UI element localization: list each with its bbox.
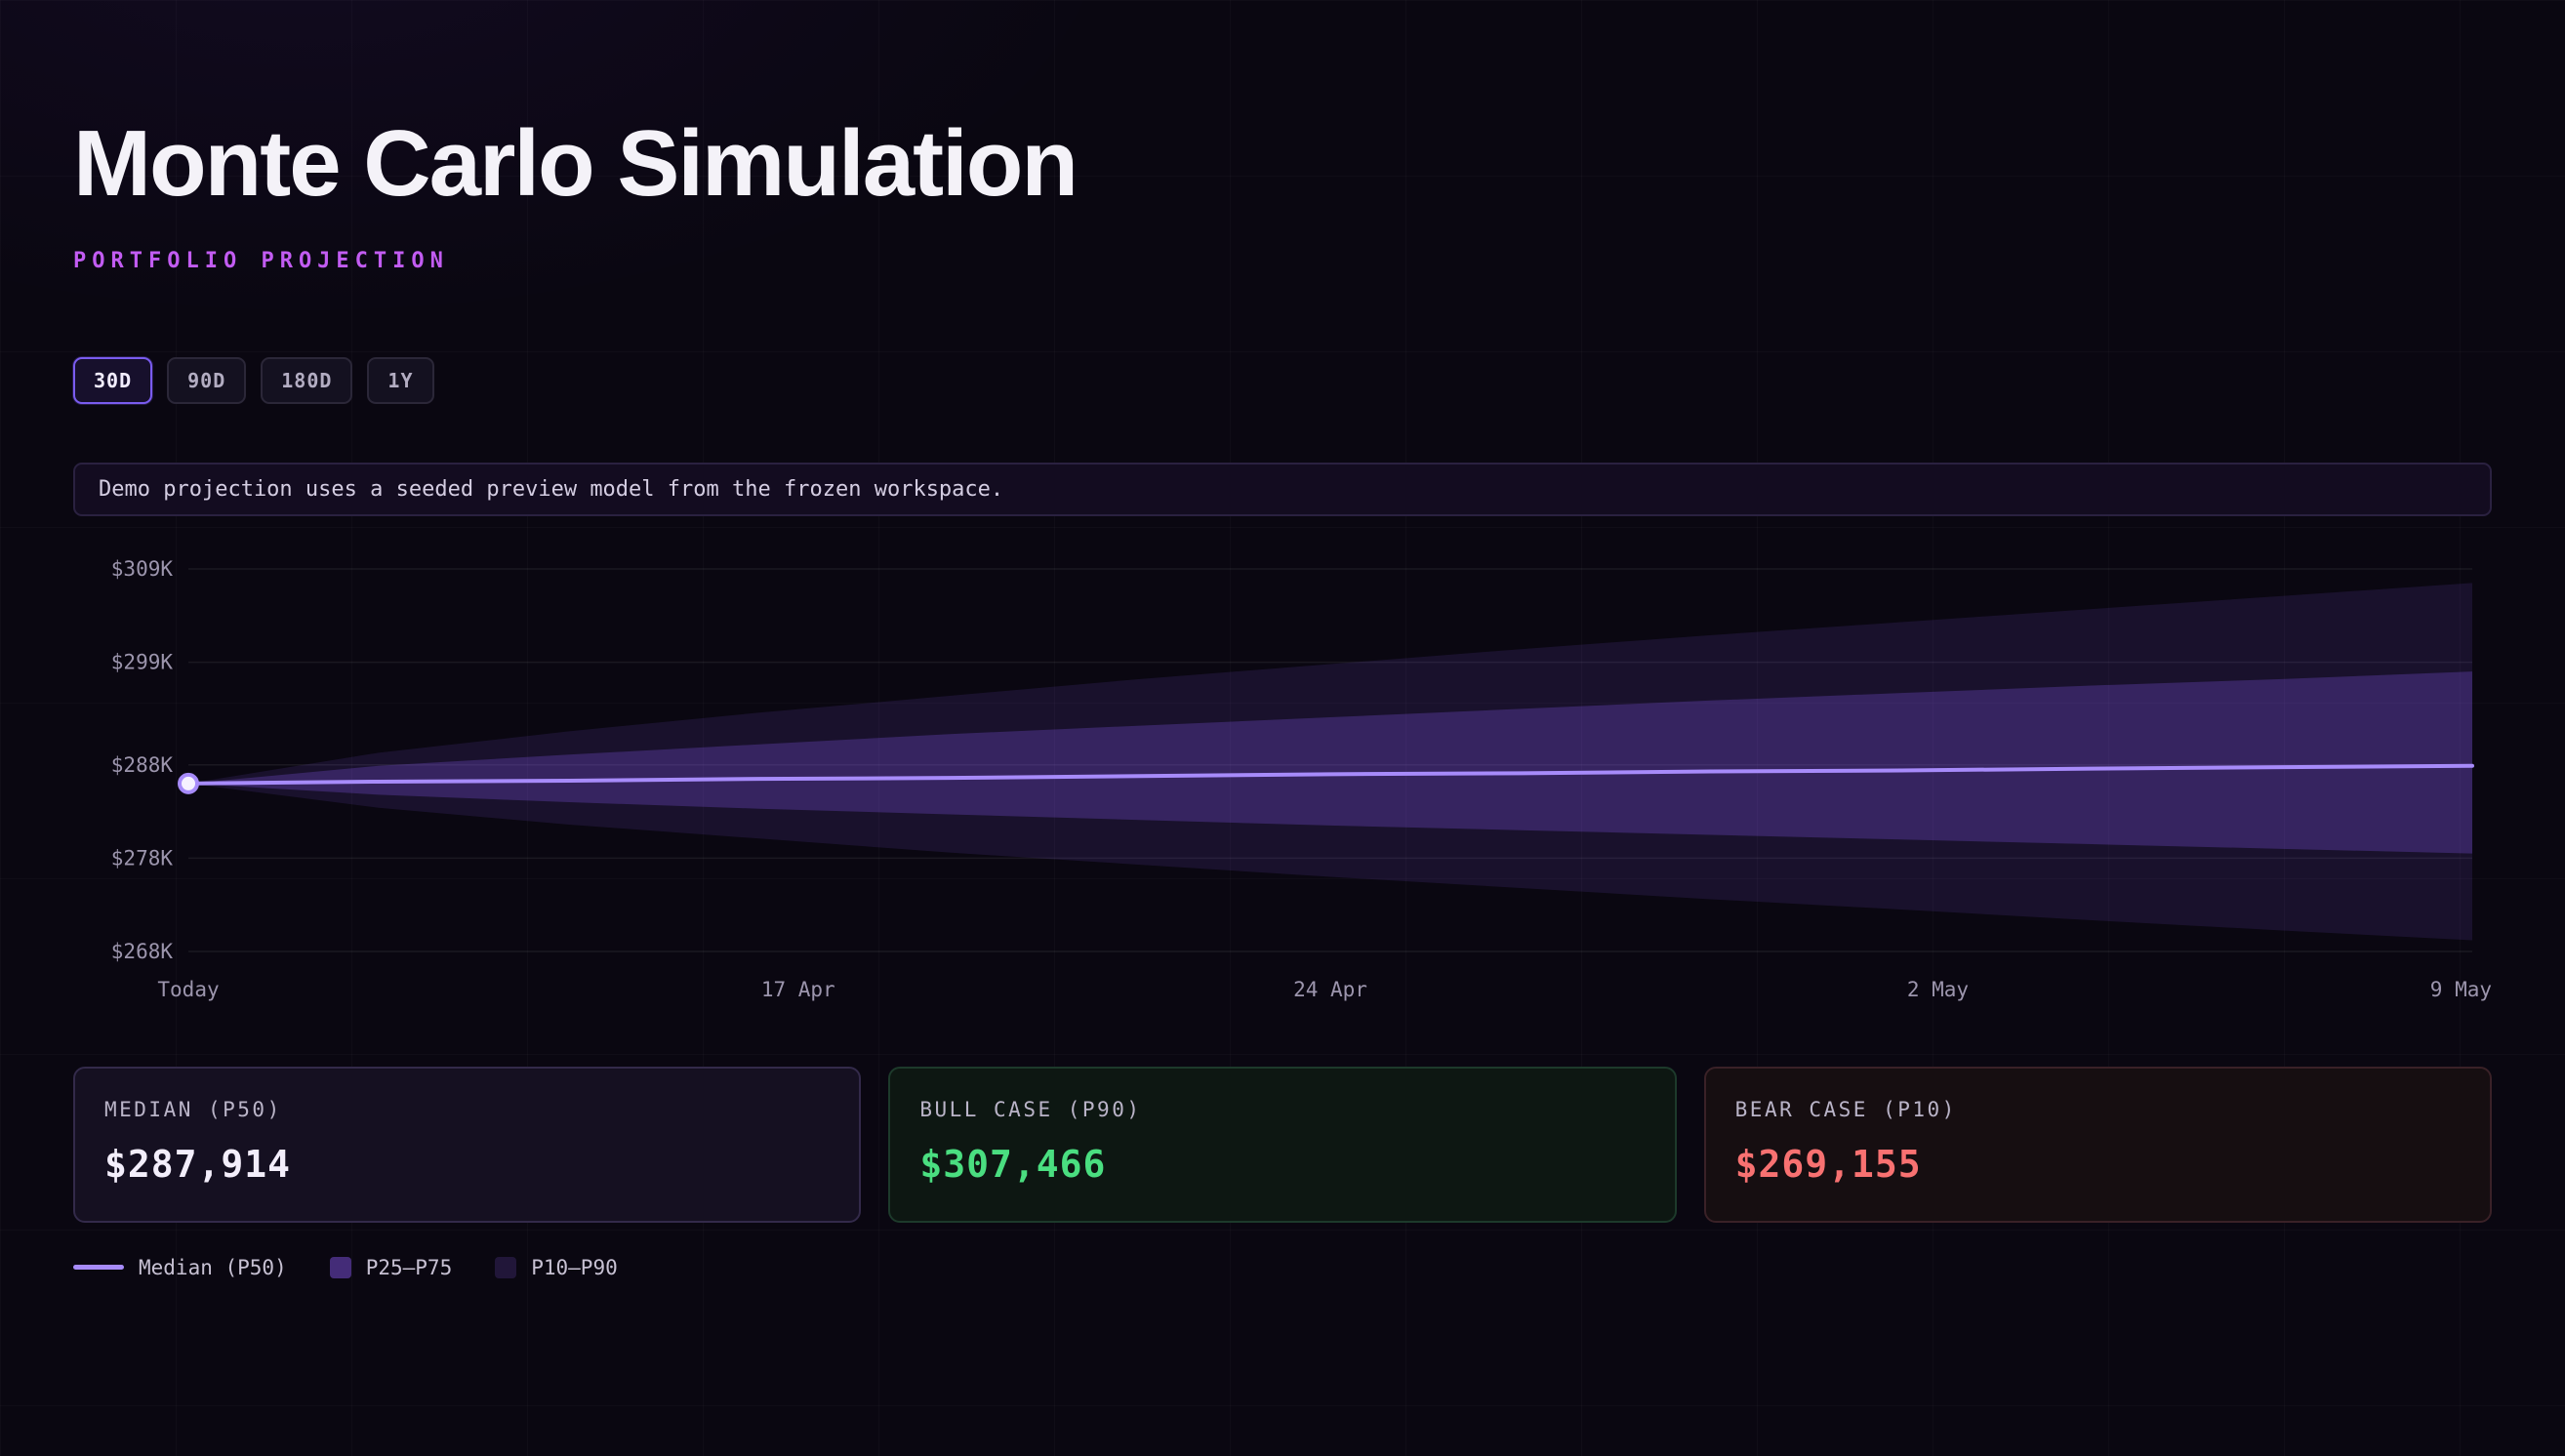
legend-label: P10–P90 xyxy=(531,1255,618,1279)
y-axis-label: $309K xyxy=(111,557,174,581)
app-root: { "header": { "title": "Monte Carlo Simu… xyxy=(0,111,2565,1456)
x-axis-label: Today xyxy=(157,978,219,1001)
x-axis-label: 2 May xyxy=(1907,978,1969,1001)
stat-card-label: BULL CASE (P90) xyxy=(919,1097,1142,1121)
inner-band-swatch xyxy=(329,1256,351,1278)
stat-cards: MEDIAN (P50) $287,914 BULL CASE (P90) $3… xyxy=(73,1066,2492,1223)
y-axis-label: $299K xyxy=(111,650,174,673)
x-axis-label: 17 Apr xyxy=(761,978,835,1001)
chart-legend: Median (P50) P25–P75 P10–P90 xyxy=(73,1256,2492,1279)
timeframe-selector: 30D 90D 180D 1Y xyxy=(73,356,2492,404)
timeframe-button-1y[interactable]: 1Y xyxy=(367,356,434,404)
legend-item-p10-p90: P10–P90 xyxy=(495,1256,618,1279)
median-line-swatch xyxy=(73,1265,124,1271)
stat-card-median: MEDIAN (P50) $287,914 xyxy=(73,1066,862,1223)
median-line xyxy=(186,763,2474,786)
stat-card-label: BEAR CASE (P10) xyxy=(1734,1097,1957,1121)
stat-card-value: $307,466 xyxy=(919,1142,1107,1186)
stat-card-label: MEDIAN (P50) xyxy=(104,1097,282,1121)
outer-band-swatch xyxy=(495,1256,517,1278)
stat-card-value: $287,914 xyxy=(104,1142,292,1186)
band-p10-p90 xyxy=(188,583,2472,941)
stat-card-bull: BULL CASE (P90) $307,466 xyxy=(888,1066,1677,1223)
stat-card-bear: BEAR CASE (P10) $269,155 xyxy=(1703,1066,2492,1223)
stat-card-value: $269,155 xyxy=(1734,1142,1922,1186)
legend-item-p25-p75: P25–P75 xyxy=(329,1255,453,1279)
x-axis-label: 9 May xyxy=(2430,978,2492,1001)
timeframe-button-90d[interactable]: 90D xyxy=(167,356,247,404)
projection-chart-svg: $309K $299K $288K $278K $268K Today 17 Apr 24 A… xyxy=(111,557,2492,1001)
legend-label: P25–P75 xyxy=(365,1255,453,1279)
timeframe-button-30d[interactable]: 30D xyxy=(73,356,153,404)
start-point xyxy=(178,772,199,794)
page-subtitle: PORTFOLIO PROJECTION xyxy=(73,248,449,273)
legend-label: Median (P50) xyxy=(139,1255,287,1279)
y-axis-label: $268K xyxy=(111,940,174,963)
x-axis-label: 24 Apr xyxy=(1293,978,1367,1001)
timeframe-button-180d[interactable]: 180D xyxy=(261,356,353,404)
page-title: Monte Carlo Simulation xyxy=(73,111,1079,216)
band-p25-p75 xyxy=(188,670,2472,854)
y-axis-label: $278K xyxy=(111,846,174,870)
info-banner: Demo projection uses a seeded preview mo… xyxy=(73,462,2492,516)
projection-chart: $309K $299K $288K $278K $268K Today 17 Apr 24 A… xyxy=(73,553,2492,1012)
y-axis-label: $288K xyxy=(111,753,174,777)
legend-item-median: Median (P50) xyxy=(73,1256,287,1279)
